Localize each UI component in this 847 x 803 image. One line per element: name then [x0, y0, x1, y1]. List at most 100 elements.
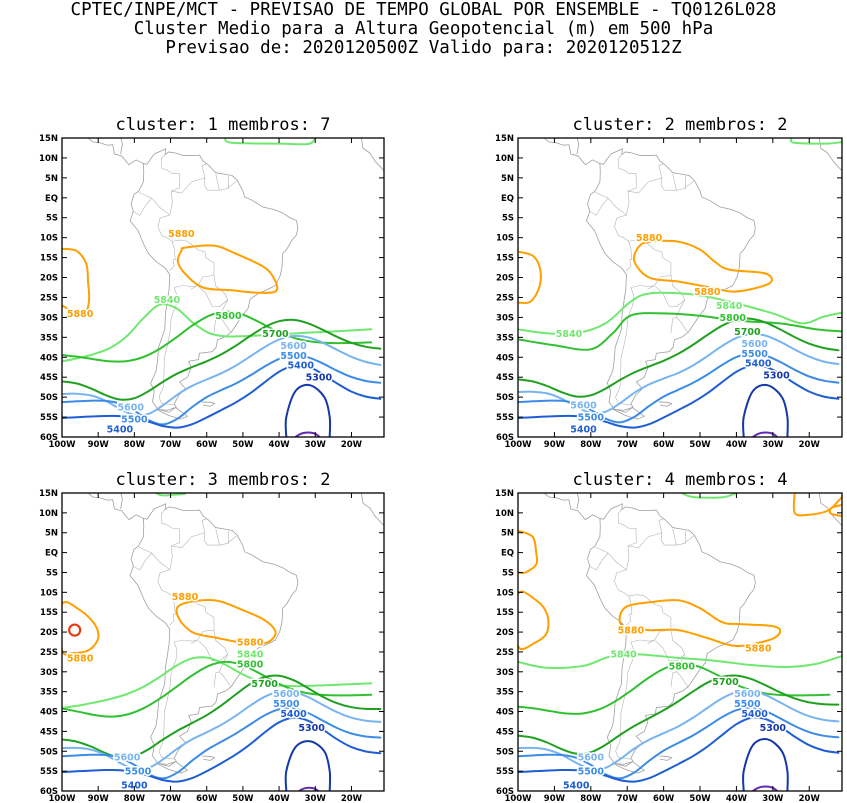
lat-label: 10N	[39, 509, 58, 519]
contour-label: 5400	[745, 359, 772, 370]
contour-label: 5800	[720, 313, 747, 324]
contour-label: 5600	[280, 341, 307, 352]
country-border	[670, 317, 677, 333]
country-border	[655, 275, 686, 307]
lon-label: 70W	[617, 794, 639, 803]
country-border	[615, 641, 635, 760]
contour-label: 5700	[262, 329, 289, 340]
lon-label: 40W	[726, 440, 748, 450]
lon-label: 40W	[268, 794, 290, 803]
panel-title: cluster: 1 membros: 7	[116, 115, 331, 135]
country-border	[219, 654, 231, 687]
contour-label: 5500	[280, 351, 307, 362]
lat-label: EQ	[45, 194, 58, 204]
contour-label: 5880	[618, 626, 645, 637]
lat-label: 20S	[40, 274, 58, 284]
contour-line	[62, 716, 382, 783]
country-border	[628, 594, 672, 643]
coastline	[87, 138, 144, 166]
coastline	[658, 401, 673, 407]
lon-label: 70W	[160, 440, 182, 450]
contour-label: 5880	[168, 229, 195, 240]
lat-label: 15S	[496, 608, 514, 618]
country-border	[171, 239, 215, 288]
header-line-2: Cluster Medio para a Altura Geopotencial…	[133, 19, 714, 39]
country-border	[628, 241, 633, 260]
lat-label: EQ	[501, 194, 514, 204]
contour-label: 5300	[760, 723, 787, 734]
contour-line	[155, 493, 186, 497]
lat-label: 15N	[495, 489, 514, 499]
lat-label: 35S	[40, 688, 58, 698]
lat-label: 5N	[501, 174, 514, 184]
contour-label: 5600	[118, 403, 145, 414]
contour-line	[62, 318, 382, 401]
contour-label: 5880	[745, 643, 772, 654]
lat-label: 60S	[40, 433, 58, 443]
contour-label: 5400	[280, 709, 307, 720]
contour-label: 5600	[741, 339, 768, 350]
map-frame	[61, 492, 385, 792]
contour-line	[632, 239, 773, 293]
lon-label: 80W	[580, 794, 602, 803]
country-border	[658, 163, 664, 178]
panel-title: cluster: 3 membros: 2	[116, 470, 331, 490]
country-border	[161, 508, 180, 547]
south-america-coast	[586, 503, 756, 767]
country-border	[215, 528, 220, 546]
contour-line	[518, 352, 840, 424]
country-border	[672, 173, 677, 191]
country-border	[171, 241, 176, 260]
country-border	[133, 198, 152, 216]
coastline	[612, 407, 645, 420]
contour-label: 5840	[716, 301, 743, 312]
coastline	[201, 755, 216, 761]
contour-label: 5400	[121, 781, 148, 792]
contour-label: 5300	[298, 723, 325, 734]
lon-label: 90W	[544, 794, 566, 803]
contour-label: 5880	[67, 309, 94, 320]
contour-line	[618, 599, 782, 648]
country-border	[676, 654, 688, 687]
contour-label: 5400	[741, 709, 768, 720]
lat-label: 45S	[40, 727, 58, 737]
header-line-3: Previsao de: 2020120500Z Valido para: 20…	[165, 38, 682, 58]
lat-label: 40S	[496, 353, 514, 363]
south-america-coast	[586, 148, 756, 413]
lat-label: 55S	[496, 767, 514, 777]
contour-label: 5500	[273, 699, 300, 710]
contour-line	[518, 317, 840, 398]
lat-label: 25S	[40, 293, 58, 303]
lon-label: 20W	[341, 794, 363, 803]
lat-label: 5S	[46, 214, 58, 224]
contour-line	[518, 590, 550, 651]
lat-label: 15N	[39, 489, 58, 499]
contour-line	[518, 716, 840, 783]
contour-line	[680, 493, 738, 499]
lon-label: 40W	[268, 440, 290, 450]
map-frame	[517, 137, 843, 438]
coastline	[201, 401, 216, 407]
contour-line	[518, 312, 842, 351]
lon-label: 20W	[799, 794, 821, 803]
high-center-marker	[68, 623, 82, 637]
lat-label: 50S	[40, 747, 58, 757]
lat-label: 45S	[496, 373, 514, 383]
lat-label: 15S	[40, 254, 58, 264]
lat-label: 55S	[40, 413, 58, 423]
lat-label: 45S	[496, 727, 514, 737]
lat-label: 10S	[496, 234, 514, 244]
lon-label: 60W	[196, 794, 218, 803]
lat-label: 5N	[501, 529, 514, 539]
lon-label: 50W	[689, 794, 711, 803]
lat-label: 30S	[40, 668, 58, 678]
contour-line	[62, 707, 382, 780]
country-border	[628, 239, 672, 288]
contour-label: 5500	[741, 349, 768, 360]
lon-label: 60W	[653, 440, 675, 450]
lon-label: 50W	[232, 440, 254, 450]
panel-title: cluster: 4 membros: 4	[573, 470, 788, 490]
country-border	[198, 275, 229, 307]
lat-label: 15S	[496, 254, 514, 264]
lat-label: 20S	[496, 628, 514, 638]
